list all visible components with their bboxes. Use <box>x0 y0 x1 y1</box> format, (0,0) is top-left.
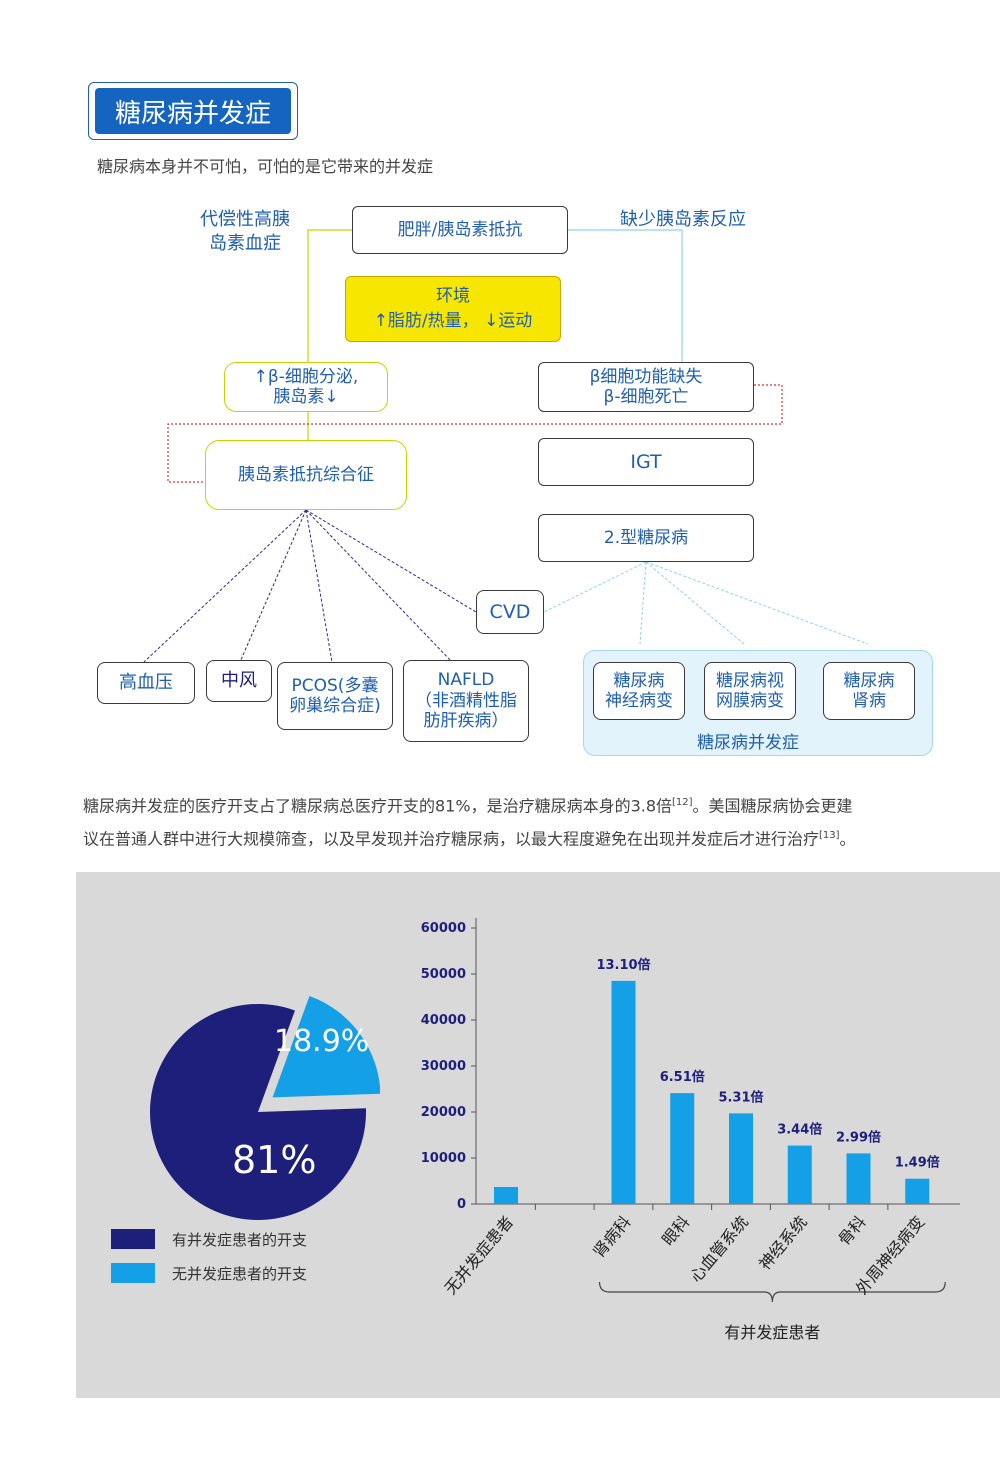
beta-failure-line1: β细胞功能缺失 <box>589 366 703 387</box>
bar-chart-bars <box>494 980 930 1204</box>
bar-data-label: 6.51倍 <box>660 1069 705 1085</box>
environment-detail: ↑脂肪/热量， ↓运动 <box>373 311 533 331</box>
paragraph-text-2a: 议在普通人群中进行大规模筛查，以及早发现并治疗糖尿病，以最大程度避免在出现并发症… <box>83 829 820 849</box>
neuropathy-node: 糖尿病 神经病变 <box>593 662 685 720</box>
bar-data-label: 1.49倍 <box>895 1155 940 1171</box>
beta-secretion-node: ↑β-细胞分泌, 胰岛素↓ <box>224 362 388 412</box>
nephropathy-line1: 糖尿病 <box>843 670 895 691</box>
x-category-label: 肾病科 <box>589 1212 634 1261</box>
beta-secretion-line1: ↑β-细胞分泌, <box>253 366 359 387</box>
nafld-node: NAFLD （非酒精性脂 肪肝疾病） <box>403 660 529 742</box>
nafld-line3: 肪肝疾病） <box>423 711 509 732</box>
bar <box>787 1145 812 1204</box>
legend-text-with: 有并发症患者的开支 <box>172 1231 308 1249</box>
insulin-resistance-syndrome-node: 胰岛素抵抗综合征 <box>205 440 407 510</box>
nafld-line2: （非酒精性脂 <box>415 690 517 711</box>
y-tick-label: 60000 <box>421 921 466 936</box>
beta-secretion-line2: 胰岛素↓ <box>273 387 339 407</box>
igt-node: IGT <box>538 438 754 486</box>
bar-chart-axes <box>471 918 960 1303</box>
cvd-node: CVD <box>476 590 544 634</box>
bar <box>611 980 636 1204</box>
nafld-line1: NAFLD <box>437 670 495 691</box>
x-category-label: 无并发症患者 <box>441 1212 517 1298</box>
pie-slice-without-complications <box>272 995 380 1098</box>
bar-data-label: 13.10倍 <box>596 957 650 973</box>
retinopathy-line1: 糖尿病视 <box>716 670 784 691</box>
reference-12: [12] <box>672 797 693 808</box>
type2-fan-lines <box>543 561 869 645</box>
pcos-node: PCOS(多囊 卵巢综合症) <box>277 662 393 730</box>
bar-data-label: 5.31倍 <box>718 1089 763 1105</box>
connector-obesity-failure <box>568 229 683 364</box>
paragraph-line-2: 议在普通人群中进行大规模筛查，以及早发现并治疗糖尿病，以最大程度避免在出现并发症… <box>83 821 953 854</box>
type2-diabetes-node: 2.型糖尿病 <box>538 514 754 562</box>
retinopathy-node: 糖尿病视 网膜病变 <box>704 662 796 720</box>
environment-node: 环境 ↑脂肪/热量， ↓运动 <box>345 276 561 342</box>
y-tick-label: 10000 <box>421 1151 466 1166</box>
insulin-response-label: 缺少胰岛素反应 <box>620 209 746 230</box>
nephropathy-node: 糖尿病 肾病 <box>823 662 915 720</box>
legend-swatch-with <box>111 1229 155 1249</box>
pie-slice-with-complications <box>150 1004 366 1220</box>
y-tick-label: 30000 <box>421 1059 466 1074</box>
bar <box>494 1186 518 1204</box>
obesity-node: 肥胖/胰岛素抵抗 <box>352 206 568 254</box>
y-tick-label: 0 <box>457 1197 466 1212</box>
compensatory-label-line1: 代偿性高胰 <box>200 209 290 230</box>
paragraph-text-2b: 。 <box>839 829 856 849</box>
environment-title: 环境 <box>436 286 470 307</box>
neuropathy-line2: 神经病变 <box>605 691 673 711</box>
body-paragraph: 糖尿病并发症的医疗开支占了糖尿病总医疗开支的81%，是治疗糖尿病本身的3.8倍[… <box>83 788 953 855</box>
legend-text-without: 无并发症患者的开支 <box>172 1265 308 1283</box>
bar-data-label: 2.99倍 <box>836 1129 881 1145</box>
bar-chart: 0 10000 20000 30000 40000 50000 60000 无并发症患者 13.… <box>421 918 960 1342</box>
group-label: 有并发症患者 <box>724 1323 820 1342</box>
neuropathy-line1: 糖尿病 <box>613 670 665 691</box>
y-tick-label: 20000 <box>421 1105 466 1120</box>
stroke-node: 中风 <box>206 660 272 702</box>
beta-failure-line2: β-细胞死亡 <box>603 387 689 407</box>
pcos-line2: 卵巢综合症) <box>289 696 381 716</box>
pie-label-small: 18.9% <box>274 1024 370 1059</box>
connector-feedback-loop <box>167 384 783 483</box>
retinopathy-line2: 网膜病变 <box>716 691 784 711</box>
legend-swatch-without <box>111 1263 155 1283</box>
x-category-label: 眼科 <box>658 1212 693 1249</box>
y-tick-label: 50000 <box>421 967 466 982</box>
group-brace <box>598 1281 946 1303</box>
y-tick-label: 40000 <box>421 1013 466 1028</box>
x-category-label: 骨科 <box>834 1212 869 1249</box>
bar <box>670 1093 695 1204</box>
bar <box>846 1153 871 1204</box>
section-title-frame: 糖尿病并发症 <box>88 82 298 140</box>
beta-failure-node: β细胞功能缺失 β-细胞死亡 <box>538 362 754 412</box>
pcos-line1: PCOS(多囊 <box>291 675 379 696</box>
nephropathy-line2: 肾病 <box>852 691 886 711</box>
reference-13: [13] <box>819 830 840 842</box>
paragraph-text-1b: 。美国糖尿病协会更建 <box>692 796 853 816</box>
section-title: 糖尿病并发症 <box>95 88 291 134</box>
x-category-label: 心血管系统 <box>686 1212 752 1286</box>
paragraph-line-1: 糖尿病并发症的医疗开支占了糖尿病总医疗开支的81%，是治疗糖尿病本身的3.8倍[… <box>83 788 953 821</box>
bar <box>905 1178 930 1204</box>
section-subtitle: 糖尿病本身并不可怕，可怕的是它带来的并发症 <box>97 157 434 176</box>
complications-caption: 糖尿病并发症 <box>697 733 799 753</box>
pie-chart <box>150 995 380 1220</box>
syndrome-fan-lines <box>143 509 477 663</box>
paragraph-text-1a: 糖尿病并发症的医疗开支占了糖尿病总医疗开支的81%，是治疗糖尿病本身的3.8倍 <box>83 796 673 816</box>
bar <box>729 1113 753 1204</box>
pie-label-big: 81% <box>232 1138 317 1182</box>
compensatory-label-line2: 岛素血症 <box>209 233 281 255</box>
compensatory-label: 代偿性高胰 岛素血症 <box>180 208 310 257</box>
hypertension-node: 高血压 <box>97 662 195 704</box>
x-category-label: 神经系统 <box>755 1212 811 1273</box>
bar-data-label: 3.44倍 <box>777 1122 822 1138</box>
